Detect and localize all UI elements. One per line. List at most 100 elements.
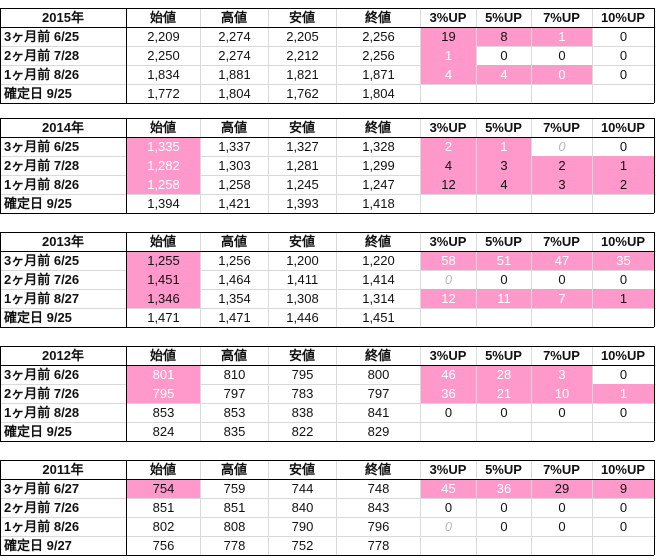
table-cell: 829: [367, 424, 390, 439]
table-cell: [477, 84, 531, 103]
table-cell: 0: [619, 139, 628, 154]
table-cell: 2,274: [218, 29, 251, 44]
table-cell: 0: [444, 519, 453, 534]
table-cell: 0: [558, 405, 566, 420]
table-cell: [477, 422, 531, 441]
table-cell: 748: [367, 481, 390, 496]
border-line: [0, 232, 654, 233]
column-header: 3%UP: [429, 348, 467, 363]
table-cell: 0: [619, 405, 628, 420]
border-line: [126, 460, 127, 555]
table-cell: 1: [532, 27, 592, 46]
table-cell: 2,209: [147, 29, 180, 44]
border-line: [0, 213, 654, 214]
table-cell: 1,451: [362, 310, 395, 325]
grid-line: [592, 460, 593, 555]
column-header: 終値: [364, 348, 391, 363]
table-cell: 35: [593, 251, 654, 270]
table-cell: 1,354: [218, 291, 251, 306]
row-label: 3ヶ月前 6/27: [4, 481, 80, 496]
table-cell: 1,245: [286, 177, 319, 192]
table-row: 確定日 9/27 756 778 752 778: [0, 536, 656, 555]
column-header: 5%UP: [485, 234, 522, 249]
grid-line: [476, 232, 477, 327]
table-cell: 1,414: [362, 272, 395, 287]
table-cell: 783: [291, 386, 314, 401]
table-cell: 2,256: [362, 29, 395, 44]
table-cell: 795: [127, 384, 200, 403]
column-header: 5%UP: [485, 348, 522, 363]
table-cell: 11: [477, 289, 531, 308]
table-cell: 1,804: [362, 86, 395, 101]
border-line: [0, 460, 1, 555]
table-cell: 3: [532, 175, 592, 194]
table-cell: [421, 84, 476, 103]
grid-line: [592, 118, 593, 213]
grid-line: [268, 346, 269, 441]
grid-line: [0, 270, 656, 271]
table-row: 確定日 9/25 824 835 822 829: [0, 422, 656, 441]
border-line: [126, 232, 127, 327]
table-cell: 19: [421, 27, 476, 46]
grid-line: [476, 460, 477, 555]
column-header: 5%UP: [485, 10, 522, 25]
table-cell: 2: [593, 175, 654, 194]
table-cell: 0: [558, 500, 566, 515]
grid-line: [476, 118, 477, 213]
table-row: 3ヶ月前 6/27 754 759 744 748 45 36 29 9: [0, 479, 656, 498]
column-header: 7%UP: [543, 120, 580, 135]
column-header: 始値: [149, 120, 176, 135]
table-cell: 853: [152, 405, 175, 420]
grid-line: [336, 232, 337, 327]
table-cell: 4: [421, 156, 476, 175]
border-line: [654, 232, 655, 327]
column-header: 安値: [288, 348, 315, 363]
table-cell: 754: [127, 479, 200, 498]
table-cell: 1: [477, 137, 531, 156]
table-cell: 752: [291, 538, 314, 553]
row-label: 2ヶ月前 7/28: [4, 48, 80, 63]
table-cell: 0: [619, 519, 628, 534]
table-cell: 2,212: [286, 48, 319, 63]
table-cell: 0: [500, 48, 508, 63]
grid-line: [531, 8, 532, 103]
table-cell: 0: [444, 500, 453, 515]
column-header: 10%UP: [600, 120, 646, 135]
table-cell: 3: [532, 365, 592, 384]
grid-line: [0, 498, 656, 499]
table-cell: 759: [223, 481, 246, 496]
table-cell: 1,772: [147, 86, 180, 101]
table-cell: [532, 422, 592, 441]
grid-line: [531, 232, 532, 327]
table-cell: 810: [223, 367, 246, 382]
table-cell: 853: [223, 405, 246, 420]
table-cell: [593, 422, 654, 441]
grid-line: [531, 118, 532, 213]
border-line: [654, 460, 655, 555]
table-cell: 796: [367, 519, 390, 534]
grid-line: [531, 346, 532, 441]
column-header: 始値: [149, 348, 176, 363]
grid-line: [200, 460, 201, 555]
grid-line: [0, 384, 656, 385]
border-line: [0, 8, 654, 9]
header-row: 2014年 始値 高値 安値 終値 3%UP 5%UP 7%UP 10%UP: [0, 118, 656, 137]
table-cell: 1,762: [286, 86, 319, 101]
row-label: 3ヶ月前 6/26: [4, 367, 80, 382]
table-cell: 47: [532, 251, 592, 270]
table-row: 確定日 9/25 1,471 1,471 1,446 1,451: [0, 308, 656, 327]
grid-line: [0, 46, 656, 47]
table-cell: 7: [532, 289, 592, 308]
grid-line: [0, 84, 656, 85]
table-cell: 808: [223, 519, 246, 534]
table-cell: 1,258: [218, 177, 251, 192]
border-line: [654, 8, 655, 103]
border-line: [0, 103, 654, 104]
row-label: 2ヶ月前 7/28: [4, 158, 80, 173]
table-cell: 838: [291, 405, 314, 420]
table-cell: 2: [532, 156, 592, 175]
table-cell: 0: [500, 405, 508, 420]
table-cell: 1,418: [362, 196, 395, 211]
table-row: 確定日 9/25 1,772 1,804 1,762 1,804: [0, 84, 656, 103]
column-header: 高値: [220, 10, 247, 25]
